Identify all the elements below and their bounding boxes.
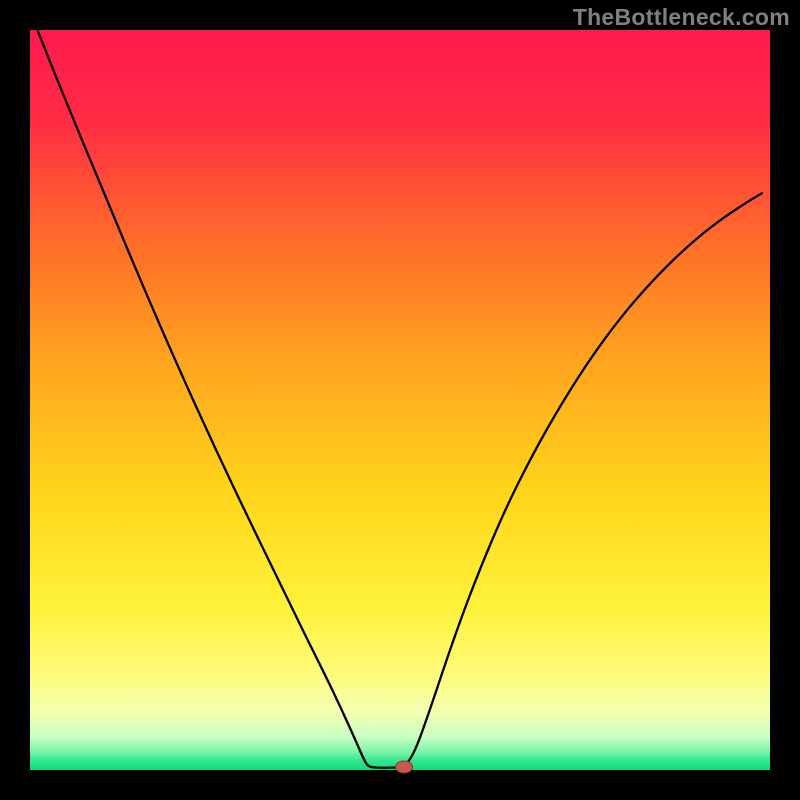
plot-area xyxy=(30,30,770,770)
optimum-marker xyxy=(395,761,413,774)
bottleneck-curve xyxy=(30,30,770,770)
chart-stage: TheBottleneck.com xyxy=(0,0,800,800)
site-watermark: TheBottleneck.com xyxy=(573,4,790,31)
